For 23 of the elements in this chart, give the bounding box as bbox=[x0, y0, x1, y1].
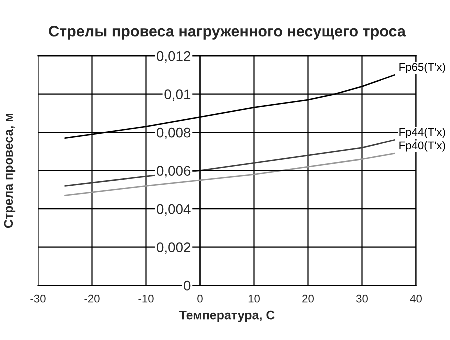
y-tick-label: 0,006 bbox=[157, 166, 191, 178]
line-series bbox=[64, 152, 396, 196]
y-tick-label: 0 bbox=[184, 280, 191, 291]
y-tick-label: 0,01 bbox=[164, 90, 191, 102]
x-tick-label: 0 bbox=[198, 294, 203, 303]
line-series bbox=[64, 140, 396, 187]
x-axis-title: Температура, С bbox=[179, 310, 275, 322]
chart-title: Стрелы провеса нагруженного несущего троса bbox=[49, 26, 406, 40]
x-tick-label: 30 bbox=[356, 294, 368, 303]
x-tick-label: 10 bbox=[248, 294, 260, 303]
series-label: Fp65(T'x) bbox=[400, 63, 446, 74]
x-tick-label: -10 bbox=[138, 294, 154, 303]
y-tick-label: 0,004 bbox=[157, 204, 191, 216]
series-label: Fp40(T'x) bbox=[400, 141, 446, 152]
y-tick-label: 0,002 bbox=[157, 242, 191, 254]
y-axis-title: Стрела провеса, м bbox=[4, 114, 16, 228]
x-tick-label: 40 bbox=[410, 294, 422, 303]
x-tick-label: -20 bbox=[84, 294, 100, 303]
series-label: Fp44(T'x) bbox=[400, 128, 446, 138]
y-tick-label: 0,012 bbox=[157, 51, 191, 63]
x-tick-label: -30 bbox=[30, 294, 46, 303]
x-tick-label: 20 bbox=[302, 294, 314, 303]
y-tick-label: 0,008 bbox=[157, 128, 191, 140]
